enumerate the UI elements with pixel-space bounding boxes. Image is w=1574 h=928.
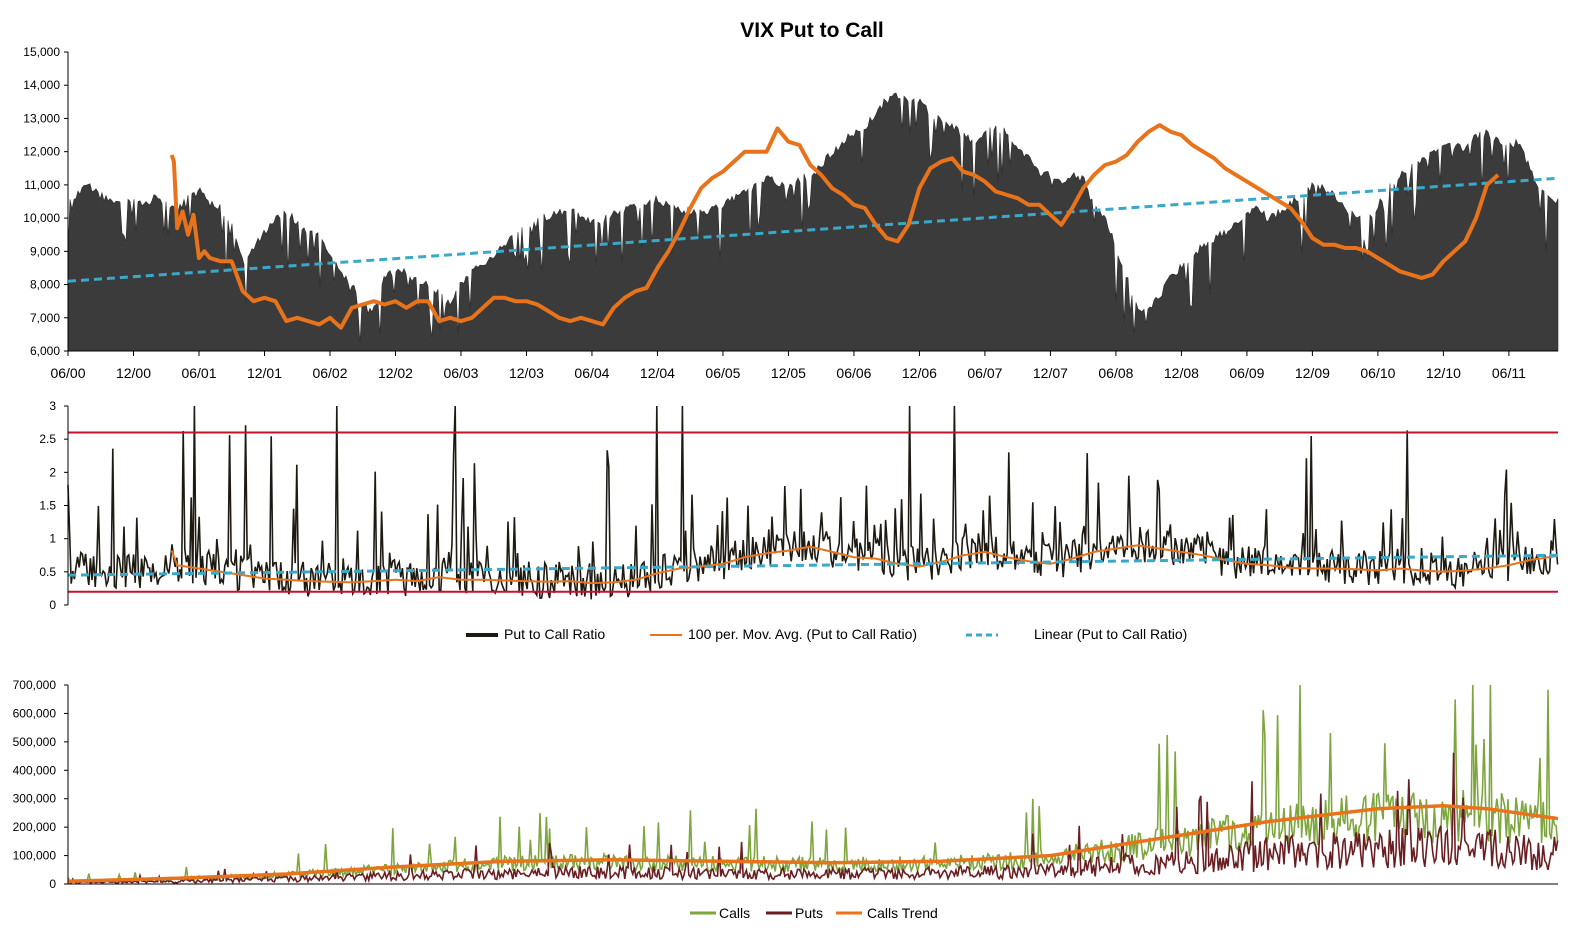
top-panel: 6,000 7,000 8,000 9,000 10,000 11,000 12,000 13… bbox=[23, 45, 1559, 381]
y-tick-label: 2 bbox=[49, 465, 56, 479]
y-tick-label: 13,000 bbox=[23, 111, 60, 125]
x-tick-label: 12/09 bbox=[1295, 365, 1330, 381]
y-tick-label: 6,000 bbox=[30, 344, 60, 358]
y-tick-label: 10,000 bbox=[23, 211, 60, 225]
x-tick-label: 06/00 bbox=[50, 365, 85, 381]
volume-panel: 0 100,000 200,000 300,000 400,000 500,000 600,… bbox=[13, 678, 1559, 891]
legend-linear-label: Linear (Put to Call Ratio) bbox=[1034, 626, 1187, 642]
x-tick-label: 06/04 bbox=[574, 365, 609, 381]
y-tick-label: 1 bbox=[49, 532, 56, 546]
y-tick-label: 7,000 bbox=[30, 311, 60, 325]
y-tick-label: 700,000 bbox=[13, 678, 57, 692]
y-tick-label: 500,000 bbox=[13, 735, 57, 749]
moving-average-line bbox=[170, 544, 1559, 585]
y-tick-label: 9,000 bbox=[30, 244, 60, 258]
y-tick-label: 300,000 bbox=[13, 792, 57, 806]
y-tick-label: 0 bbox=[49, 598, 56, 612]
x-tick-label: 06/06 bbox=[836, 365, 871, 381]
calls-line bbox=[67, 684, 1559, 883]
moving-average-line bbox=[169, 123, 1500, 330]
linear-trend-line bbox=[67, 176, 1559, 283]
x-tick-label: 06/01 bbox=[181, 365, 216, 381]
x-tick-label: 06/02 bbox=[312, 365, 347, 381]
legend-ma-label: 100 per. Mov. Avg. (Put to Call Ratio) bbox=[688, 626, 917, 642]
x-tick-label: 12/03 bbox=[509, 365, 544, 381]
legend-ratio: Put to Call Ratio 100 per. Mov. Avg. (Pu… bbox=[466, 626, 1187, 642]
x-tick-label: 06/11 bbox=[1492, 365, 1526, 381]
y-tick-label: 8,000 bbox=[30, 278, 60, 292]
x-tick-label: 12/04 bbox=[640, 365, 675, 381]
y-tick-label: 0.5 bbox=[39, 565, 56, 579]
y-tick-label: 11,000 bbox=[24, 178, 60, 192]
puts-line bbox=[67, 752, 1559, 885]
x-tick-label: 12/01 bbox=[247, 365, 282, 381]
y-tick-label: 3 bbox=[49, 399, 56, 413]
put-to-call-ratio-line bbox=[67, 405, 1559, 600]
legend-calls-label: Calls bbox=[719, 905, 750, 921]
x-tick-label: 12/10 bbox=[1426, 365, 1461, 381]
y-tick-label: 200,000 bbox=[13, 820, 57, 834]
x-tick-label: 12/00 bbox=[116, 365, 151, 381]
legend-trend-label: Calls Trend bbox=[867, 905, 938, 921]
x-tick-label: 12/07 bbox=[1033, 365, 1068, 381]
x-tick-label: 06/10 bbox=[1360, 365, 1395, 381]
y-tick-label: 400,000 bbox=[13, 763, 57, 777]
x-tick-label: 06/03 bbox=[443, 365, 478, 381]
y-tick-label: 15,000 bbox=[23, 45, 60, 59]
chart-title: VIX Put to Call bbox=[740, 19, 884, 42]
y-tick-label: 1.5 bbox=[39, 499, 56, 513]
x-tick-label: 12/06 bbox=[902, 365, 937, 381]
x-tick-label: 06/08 bbox=[1098, 365, 1133, 381]
x-tick-label: 06/05 bbox=[705, 365, 740, 381]
index-area bbox=[67, 92, 1559, 352]
x-tick-label: 12/08 bbox=[1164, 365, 1199, 381]
calls-trend-line bbox=[67, 804, 1559, 883]
linear-trend-line bbox=[67, 553, 1559, 577]
x-tick-label: 06/09 bbox=[1229, 365, 1264, 381]
y-tick-label: 12,000 bbox=[23, 145, 60, 159]
x-tick-label: 12/05 bbox=[771, 365, 806, 381]
y-tick-label: 100,000 bbox=[13, 849, 57, 863]
legend-puts-label: Puts bbox=[795, 905, 823, 921]
x-tick-label: 06/07 bbox=[967, 365, 1002, 381]
legend-ratio-label: Put to Call Ratio bbox=[504, 626, 605, 642]
x-tick-label: 12/02 bbox=[378, 365, 413, 381]
legend-volume: Calls Puts Calls Trend bbox=[690, 905, 938, 921]
y-tick-label: 14,000 bbox=[23, 78, 60, 92]
y-tick-label: 2.5 bbox=[39, 432, 56, 446]
y-tick-label: 600,000 bbox=[13, 706, 57, 720]
ratio-panel: 0 0.5 1 1.5 2 2.5 3 bbox=[39, 399, 1559, 612]
y-tick-label: 0 bbox=[49, 877, 56, 891]
